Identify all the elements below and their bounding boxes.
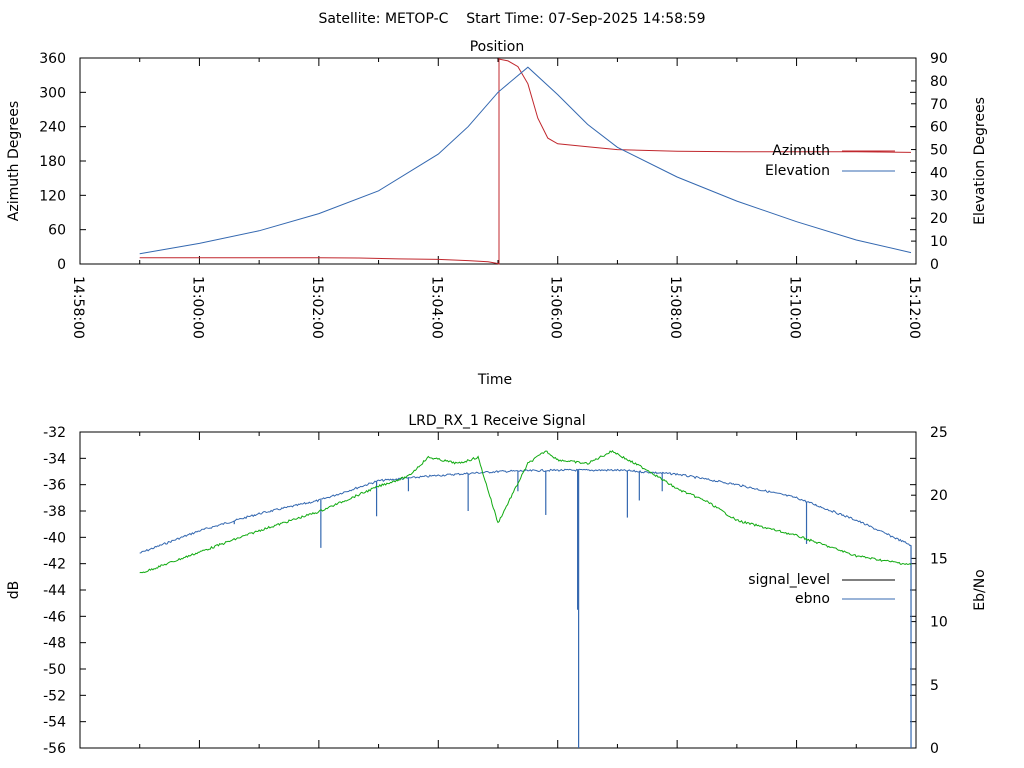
receive-signal-title: LRD_RX_1 Receive Signal xyxy=(408,413,585,429)
receive-signal-legend: signal_level ebno xyxy=(748,572,895,607)
x-tick-label: 15:10:00 xyxy=(787,276,803,339)
y2-tick-label: 40 xyxy=(930,165,948,181)
x-tick-label: 15:04:00 xyxy=(428,276,444,339)
x-tick-label: 14:58:00 xyxy=(70,276,86,339)
position-chart: Position 0 60 120 180 240 300 360 0 10 20 30 40 50 6… xyxy=(6,39,988,388)
header-title: Satellite: METOP-C Start Time: 07-Sep-20… xyxy=(318,11,705,27)
series-line-elevation xyxy=(139,66,912,255)
position-title: Position xyxy=(470,39,525,55)
legend-label-signal-level: signal_level xyxy=(748,572,830,588)
x-tick-label: 15:02:00 xyxy=(309,276,325,339)
y-tick-label: 300 xyxy=(39,85,66,101)
x-tick-label: 15:06:00 xyxy=(548,276,564,339)
y-tick-label: 60 xyxy=(48,223,66,239)
y-tick-label: -46 xyxy=(43,609,66,625)
y2-tick-label: 60 xyxy=(930,120,948,136)
y2-tick-label: 15 xyxy=(930,551,948,567)
y2-tick-label: 0 xyxy=(930,741,939,757)
y2-tick-label: 80 xyxy=(930,74,948,90)
y-tick-label: -38 xyxy=(43,504,66,520)
x-tick-label: 15:12:00 xyxy=(906,276,922,339)
y2-tick-label: 10 xyxy=(930,234,948,250)
y-tick-label: 0 xyxy=(57,257,66,273)
series-line-azimuth xyxy=(139,58,912,265)
y2-tick-label: 70 xyxy=(930,97,948,113)
y-tick-label: 240 xyxy=(39,120,66,136)
position-legend: Azimuth Elevation xyxy=(765,143,895,179)
y-tick-label: 180 xyxy=(39,154,66,170)
y2-tick-label: 20 xyxy=(930,211,948,227)
y2-tick-label: 20 xyxy=(930,488,948,504)
y2-tick-label: 10 xyxy=(930,615,948,631)
y-tick-label: -40 xyxy=(43,530,66,546)
receive-signal-plot-frame xyxy=(79,431,917,749)
y-tick-label: -54 xyxy=(43,715,66,731)
y-tick-label: -44 xyxy=(43,583,66,599)
x-tick-label: 15:00:00 xyxy=(189,276,205,339)
position-ylabel: Azimuth Degrees xyxy=(6,101,22,221)
y2-tick-label: 25 xyxy=(930,425,948,441)
y-tick-label: -34 xyxy=(43,451,66,467)
y-tick-label: -36 xyxy=(43,478,66,494)
legend-label-azimuth: Azimuth xyxy=(772,143,830,159)
legend-label-ebno: ebno xyxy=(795,591,830,607)
series-line-ebno xyxy=(139,450,912,574)
y2-tick-label: 5 xyxy=(930,678,939,694)
position-plot-frame xyxy=(79,57,917,265)
y-tick-label: -50 xyxy=(43,662,66,678)
y-tick-label: 360 xyxy=(39,51,66,67)
y2-tick-label: 0 xyxy=(930,257,939,273)
y-tick-label: -56 xyxy=(43,741,66,757)
y-tick-label: -32 xyxy=(43,425,66,441)
y-tick-label: -48 xyxy=(43,636,66,652)
y2-tick-label: 30 xyxy=(930,188,948,204)
position-y2label: Elevation Degrees xyxy=(972,97,988,225)
legend-label-elevation: Elevation xyxy=(765,163,830,179)
position-xlabel: Time xyxy=(477,372,512,388)
y-tick-label: 120 xyxy=(39,188,66,204)
y-tick-label: -42 xyxy=(43,557,66,573)
x-tick-label: 15:08:00 xyxy=(667,276,683,339)
y2-tick-label: 50 xyxy=(930,143,948,159)
receive-signal-ylabel: dB xyxy=(6,581,22,600)
series-line-signal-level xyxy=(139,468,912,554)
receive-signal-y2label: Eb/No xyxy=(972,569,988,611)
receive-signal-chart: LRD_RX_1 Receive Signal -56 -54 -52 -50 -48 -… xyxy=(6,413,988,757)
y-tick-label: -52 xyxy=(43,688,66,704)
y2-tick-label: 90 xyxy=(930,51,948,67)
